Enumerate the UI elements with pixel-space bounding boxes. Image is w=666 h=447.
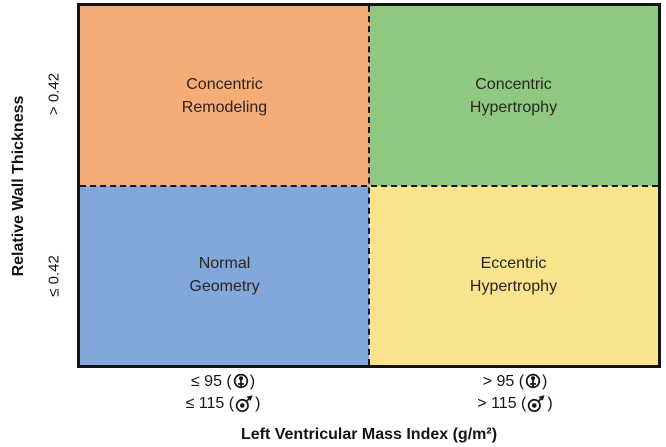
- y-axis-title: Relative Wall Thickness: [10, 95, 27, 277]
- quadrant-eccentric-hypertrophy: Eccentric Hypertrophy: [369, 185, 658, 365]
- x-tick-group-right: > 95 ( ) > 115 ( ): [369, 371, 661, 415]
- tick-text-prefix: > 95 (: [482, 373, 525, 390]
- quadrant-label-eccentric-hypertrophy: Eccentric Hypertrophy: [470, 252, 557, 298]
- male-icon: [528, 395, 545, 413]
- quadrant-concentric-remodeling: Concentric Remodeling: [80, 6, 369, 186]
- x-axis-title: Left Ventricular Mass Index (g/m²): [240, 426, 498, 443]
- x-tick-right-female: > 95 ( ): [483, 371, 548, 393]
- label-line-2: Hypertrophy: [469, 98, 558, 116]
- quadrant-label-normal-geometry: Normal Geometry: [189, 252, 259, 298]
- female-icon: [233, 373, 248, 388]
- tick-text-suffix: ): [542, 373, 548, 390]
- male-icon: [235, 395, 253, 413]
- tick-text-prefix: > 115 (: [477, 395, 527, 412]
- tick-text-suffix: ): [547, 395, 553, 412]
- quadrant-normal-geometry: Normal Geometry: [80, 185, 369, 365]
- label-line-1: Concentric: [186, 75, 263, 93]
- tick-text-prefix: ≤ 95 (: [190, 373, 232, 390]
- label-line-2: Geometry: [189, 278, 260, 296]
- quadrant-plot: Concentric Remodeling Concentric Hypertr…: [77, 3, 661, 368]
- label-line-1: Normal: [198, 255, 251, 273]
- quadrant-label-concentric-hypertrophy: Concentric Hypertrophy: [470, 73, 557, 119]
- y-tick-lower: ≤ 0.42: [45, 255, 63, 297]
- female-icon: [525, 373, 541, 388]
- x-tick-group-left: ≤ 95 ( ) ≤ 115 ( ): [77, 371, 369, 415]
- tick-text-prefix: ≤ 115 (: [185, 395, 235, 412]
- quadrant-label-concentric-remodeling: Concentric Remodeling: [182, 73, 267, 119]
- tick-text-suffix: ): [249, 373, 256, 390]
- label-line-2: Remodeling: [181, 98, 268, 116]
- x-tick-left-female: ≤ 95 ( ): [191, 371, 255, 393]
- quadrant-concentric-hypertrophy: Concentric Hypertrophy: [369, 6, 658, 186]
- label-line-1: Eccentric: [480, 255, 547, 273]
- x-tick-left-male: ≤ 115 ( ): [185, 393, 261, 415]
- x-tick-right-male: > 115 ( ): [477, 393, 553, 415]
- y-tick-upper: > 0.42: [45, 72, 63, 116]
- vertical-threshold-line: [368, 6, 370, 365]
- label-line-1: Concentric: [475, 75, 552, 93]
- label-line-2: Hypertrophy: [469, 278, 558, 296]
- tick-text-suffix: ): [255, 395, 261, 412]
